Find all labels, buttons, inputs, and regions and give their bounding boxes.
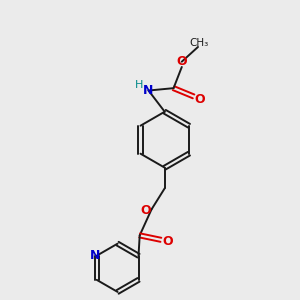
- Text: O: O: [194, 93, 205, 106]
- Text: N: N: [143, 84, 154, 97]
- Text: CH₃: CH₃: [190, 38, 209, 48]
- Text: H: H: [135, 80, 143, 90]
- Text: O: O: [176, 55, 187, 68]
- Text: O: O: [140, 205, 151, 218]
- Text: O: O: [162, 235, 173, 248]
- Text: N: N: [90, 249, 101, 262]
